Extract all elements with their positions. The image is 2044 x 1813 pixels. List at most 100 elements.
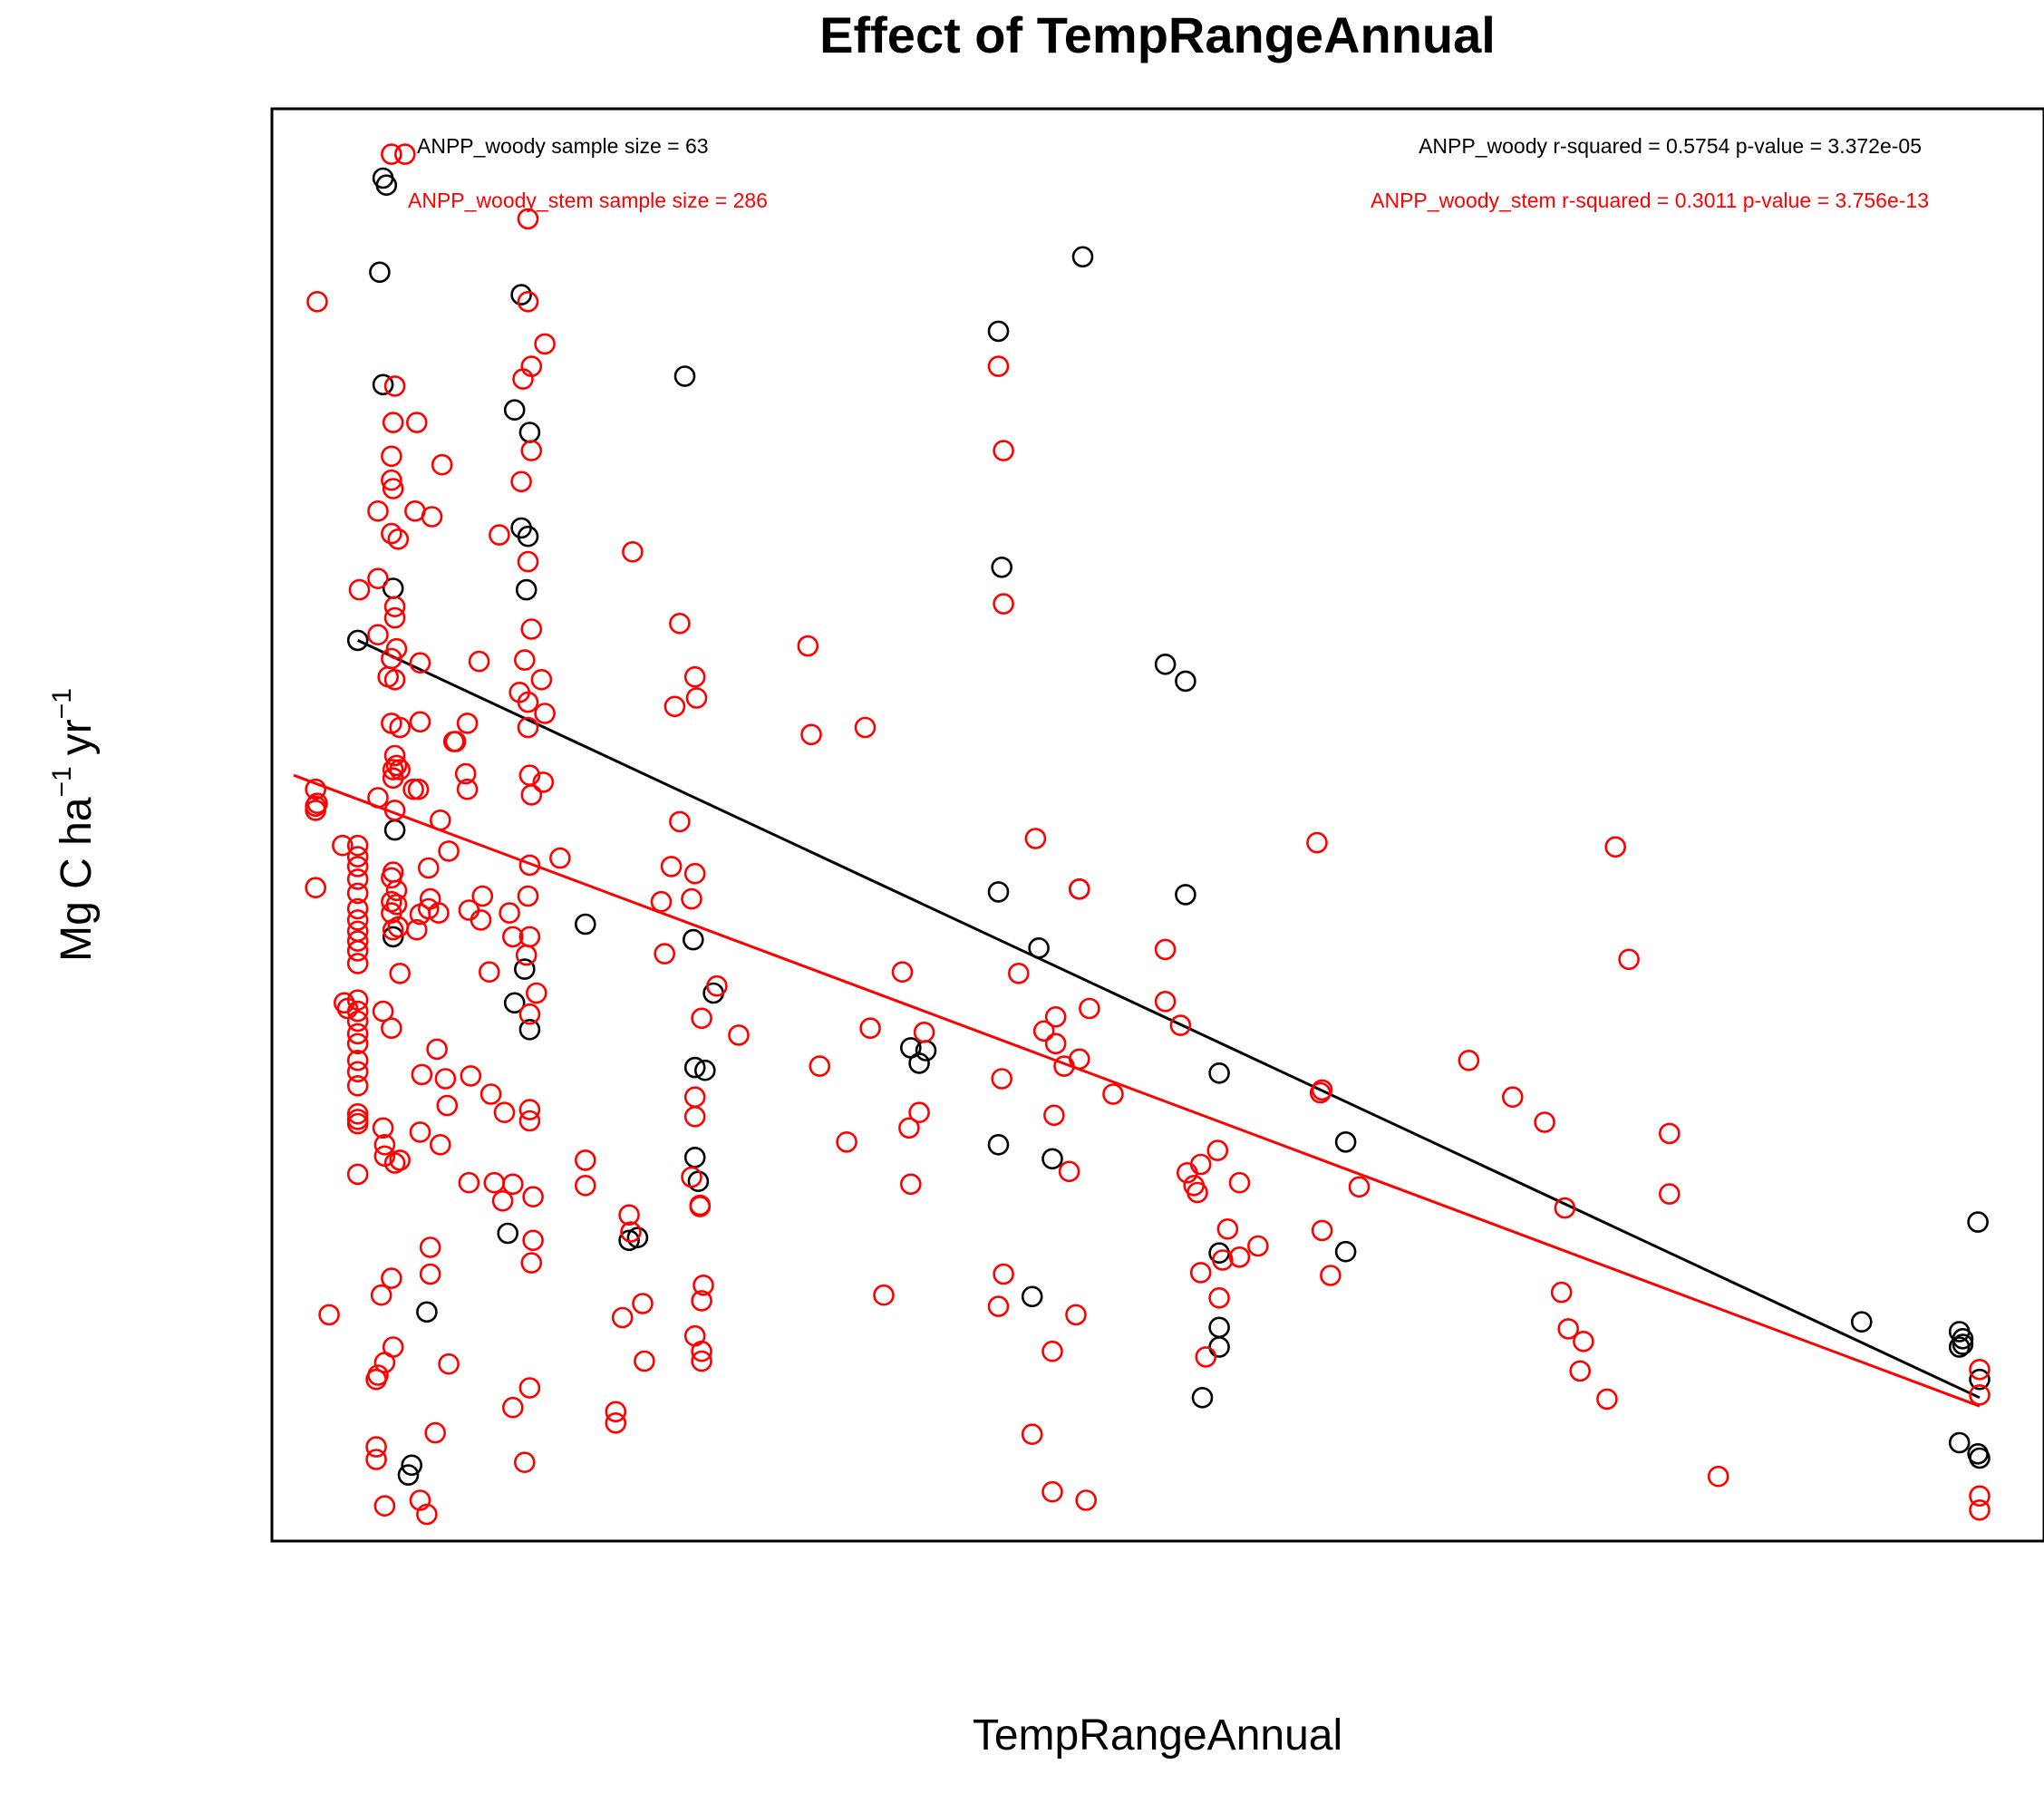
stem-point-258 — [1550, 1281, 1573, 1304]
woody-point-9 — [397, 1464, 420, 1486]
stem-sample-size: ANPP_woody_stem sample size = 286 — [408, 189, 768, 212]
stem-point-233 — [1079, 997, 1100, 1020]
woody-point-3 — [372, 373, 394, 396]
y-axis-label: Mg C ha−1yr−1 — [47, 688, 101, 962]
stem-point-268 — [1573, 1331, 1594, 1352]
plot-frame — [270, 107, 2044, 1543]
stem-point-57 — [381, 867, 402, 889]
woody-point-21 — [574, 913, 596, 936]
stem-point-128 — [517, 208, 539, 230]
stem-point-89 — [346, 1050, 369, 1071]
woody-point-49 — [1208, 1336, 1230, 1358]
stem-point-185 — [650, 890, 673, 913]
stem-point-47 — [383, 800, 406, 821]
stem-point-270 — [1707, 1465, 1729, 1488]
stem-point-212 — [1024, 828, 1047, 849]
stem-point-84 — [372, 1000, 394, 1023]
stem-point-182 — [683, 862, 706, 885]
stem-point-131 — [517, 550, 539, 573]
stem-point-52 — [438, 840, 460, 862]
stem-point-117 — [409, 1489, 431, 1511]
stem-point-198 — [691, 1340, 712, 1362]
woody-point-53 — [1851, 1311, 1873, 1333]
stem-point-8 — [381, 445, 402, 468]
stem-point-81 — [346, 989, 369, 1011]
woody-point-18 — [503, 992, 526, 1014]
stem-point-38 — [402, 778, 424, 800]
stem-point-247 — [1189, 1262, 1212, 1284]
woody-point-7 — [382, 926, 404, 948]
stem-point-241 — [1189, 1153, 1212, 1176]
stem-point-102 — [372, 1117, 394, 1139]
stem-point-246 — [1247, 1235, 1269, 1257]
stem-point-257 — [1569, 1360, 1591, 1382]
stem-point-251 — [1309, 1081, 1332, 1104]
stem-regression-line — [293, 773, 1981, 1408]
stem-point-39 — [407, 778, 430, 800]
stem-point-151 — [532, 771, 555, 793]
stem-point-145 — [478, 961, 500, 983]
stem-point-122 — [419, 1263, 441, 1285]
woody-point-15 — [517, 525, 539, 548]
stem-point-260 — [1534, 1111, 1555, 1133]
data-points — [305, 143, 1991, 1526]
stem-point-188 — [728, 1024, 750, 1046]
woody-point-34 — [1154, 653, 1177, 675]
stem-point-264 — [1659, 1183, 1681, 1205]
stem-point-183 — [660, 856, 683, 877]
stem-point-124 — [468, 650, 490, 673]
stem-point-250 — [1208, 1287, 1230, 1309]
woody-point-45 — [1021, 1285, 1043, 1308]
woody-point-12 — [518, 422, 541, 443]
woody-point-27 — [683, 1147, 706, 1168]
stem-point-103 — [373, 1134, 396, 1156]
stem-point-171 — [611, 1306, 634, 1329]
woody-point-62 — [1952, 1328, 1974, 1350]
stem-point-178 — [683, 665, 706, 688]
woody-point-8 — [401, 1454, 423, 1477]
stem-point-91 — [346, 1075, 369, 1097]
stem-point-228 — [1041, 1480, 1063, 1503]
stem-point-265 — [1306, 831, 1328, 854]
stem-point-29 — [409, 711, 431, 733]
stem-point-199 — [691, 1350, 712, 1372]
stem-point-177 — [669, 612, 691, 635]
stem-point-209 — [859, 1017, 881, 1039]
stem-point-76 — [346, 940, 369, 962]
woody-point-32 — [1028, 937, 1050, 959]
woody-sample-size: ANPP_woody sample size = 63 — [417, 134, 709, 158]
stem-point-175 — [634, 1350, 655, 1372]
stem-point-69 — [428, 902, 450, 924]
stem-point-231 — [1043, 1104, 1065, 1127]
stem-point-140 — [517, 885, 539, 907]
woody-point-6 — [383, 819, 406, 841]
stem-point-123 — [318, 1304, 340, 1326]
stem-point-46 — [367, 787, 389, 809]
stem-point-222 — [1058, 1160, 1080, 1183]
stem-point-155 — [518, 1099, 541, 1120]
stem-point-236 — [1154, 991, 1177, 1013]
stem-point-6 — [382, 412, 404, 433]
stem-point-210 — [873, 1284, 895, 1306]
woody-point-1 — [375, 174, 398, 196]
stem-point-179 — [685, 687, 708, 709]
stem-point-271 — [1969, 1359, 1991, 1381]
woody-point-40 — [1175, 670, 1196, 693]
woody-point-2 — [369, 261, 391, 284]
stem-point-211 — [991, 1068, 1012, 1090]
stem-point-129 — [520, 355, 543, 377]
stem-point-169 — [618, 1204, 640, 1226]
woody-point-39 — [1041, 1148, 1063, 1170]
woody-regression-stats: ANPP_woody r-squared = 0.5754 p-value = … — [1419, 134, 1922, 158]
stem-point-2 — [306, 290, 328, 313]
stem-point-208 — [899, 1173, 922, 1196]
stem-point-225 — [1041, 1340, 1063, 1362]
stem-point-220 — [1044, 1006, 1067, 1028]
stem-point-88 — [426, 1038, 448, 1061]
stem-point-200 — [800, 723, 822, 746]
stem-point-108 — [370, 1284, 392, 1306]
stem-point-48 — [429, 809, 451, 831]
stem-point-132 — [520, 618, 543, 640]
stem-point-227 — [1021, 1423, 1043, 1445]
stem-point-252 — [1311, 1219, 1333, 1242]
